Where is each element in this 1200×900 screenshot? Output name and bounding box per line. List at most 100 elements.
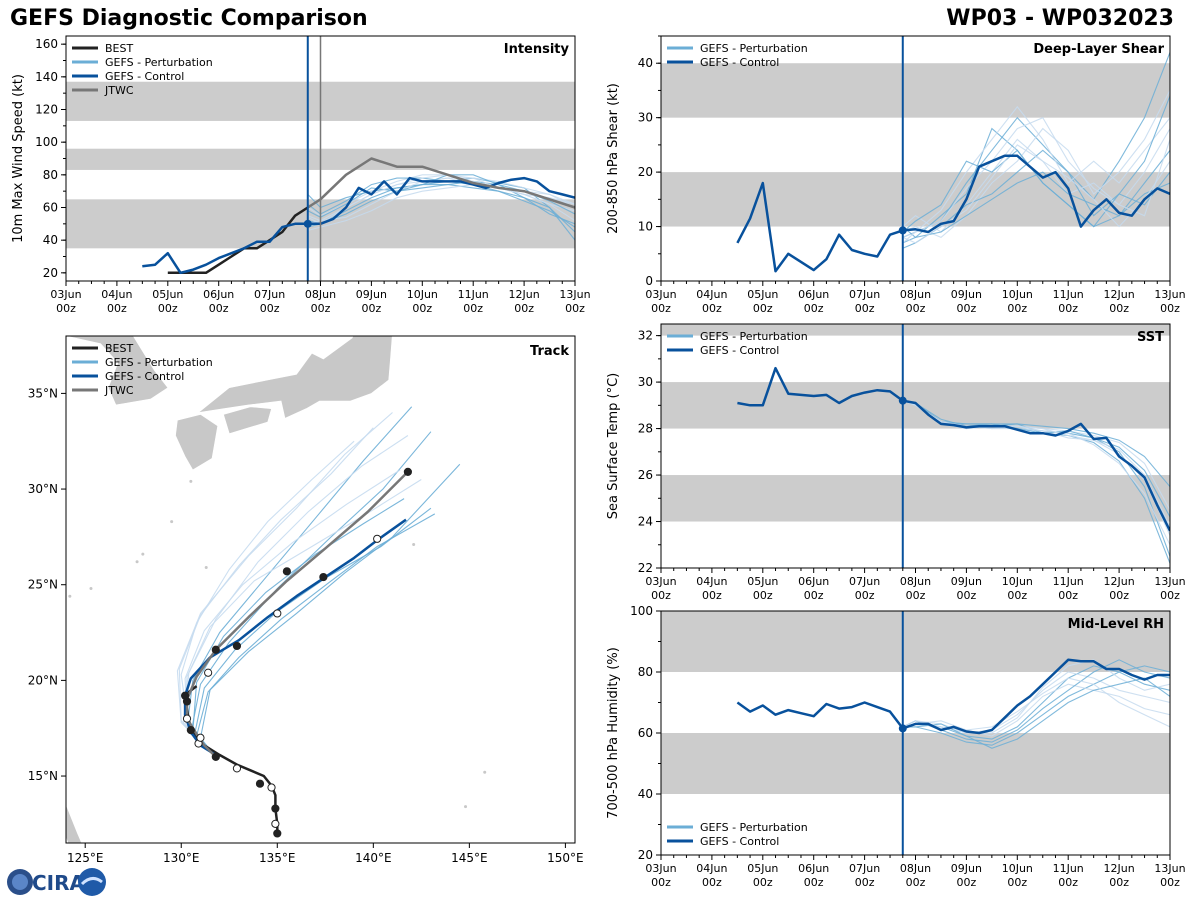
track-best-marker [267, 783, 276, 792]
track-island [483, 770, 487, 774]
shear-init-marker [898, 226, 907, 235]
track-land [197, 336, 393, 419]
sst-ytick-label: 28 [638, 422, 653, 436]
shear-legend-label: GEFS - Perturbation [700, 42, 808, 55]
track-title: Track [530, 344, 569, 359]
rh-init-marker [898, 724, 907, 733]
shear-plot-area [736, 52, 1170, 273]
rh-ytick-label: 80 [638, 665, 653, 679]
sst-ytick-label: 24 [638, 515, 653, 529]
intensity-xtick-label: 04Jun [101, 288, 132, 301]
rh-xtick-label: 03Jun [645, 862, 676, 875]
shear-series-gefs-control [736, 154, 1170, 273]
shear-ytick-label: 30 [638, 111, 653, 125]
rh-xtick-label-hour: 00z [957, 876, 977, 889]
shear-legend-label: GEFS - Control [700, 56, 779, 69]
intensity-perturbation-line [307, 184, 575, 231]
track-control-marker [373, 534, 382, 543]
sst-init-marker [898, 396, 907, 405]
intensity-xtick-label-hour: 00z [260, 302, 280, 315]
intensity-init-marker [303, 219, 312, 228]
shear-xtick-label-hour: 00z [906, 302, 926, 315]
intensity-xtick-label-hour: 00z [362, 302, 382, 315]
intensity-legend-label: GEFS - Perturbation [105, 56, 213, 69]
shear-ylabel: 200-850 hPa Shear (kt) [606, 83, 621, 234]
sst-xtick-label: 06Jun [798, 575, 829, 588]
track-xtick-label: 125°E [67, 851, 104, 865]
rh-ytick-label: 60 [638, 726, 653, 740]
sst-xtick-label-hour: 00z [957, 589, 977, 602]
intensity-ytick-label: 20 [43, 266, 58, 280]
track-perturbation-line [178, 427, 374, 758]
sst-xtick-label-hour: 00z [906, 589, 926, 602]
shear-xtick-label-hour: 00z [1160, 302, 1180, 315]
shear-xtick-label: 10Jun [1002, 288, 1033, 301]
track-island [89, 587, 93, 591]
sst-xtick-label: 04Jun [696, 575, 727, 588]
track-jtwc-marker [403, 467, 412, 476]
track-xtick-label: 130°E [163, 851, 200, 865]
intensity-series-jtwc [307, 157, 575, 209]
shear-xtick-label: 07Jun [849, 288, 880, 301]
track-legend-label: GEFS - Perturbation [105, 356, 213, 369]
track-legend-label: JTWC [104, 384, 134, 397]
rh-ytick-label: 40 [638, 787, 653, 801]
intensity-xtick-label-hour: 00z [514, 302, 534, 315]
rh-xtick-label-hour: 00z [753, 876, 773, 889]
track-xtick-label: 140°E [355, 851, 392, 865]
sst-xtick-label: 12Jun [1104, 575, 1135, 588]
track-perturbation-line [195, 513, 436, 758]
intensity-xtick-label: 10Jun [407, 288, 438, 301]
intensity-ytick-label: 80 [43, 168, 58, 182]
intensity-legend-label: BEST [105, 42, 133, 55]
rh-ytick-label: 100 [630, 604, 653, 618]
sst-xtick-label-hour: 00z [651, 589, 671, 602]
sst-ytick-label: 22 [638, 561, 653, 575]
intensity-xtick-label-hour: 00z [56, 302, 76, 315]
sst-title: SST [1137, 330, 1164, 345]
shear-perturbation-line [902, 90, 1170, 239]
rh-xtick-label-hour: 00z [906, 876, 926, 889]
rh-series-gefs-control [736, 658, 1170, 735]
shear-ytick-label: 40 [638, 56, 653, 70]
rh-chart: 2040608010003Jun00z04Jun00z05Jun00z06Jun… [606, 604, 1186, 889]
track-legend-label: BEST [105, 342, 133, 355]
track-land [66, 336, 169, 406]
intensity-xtick-label: 12Jun [509, 288, 540, 301]
shear-xtick-label: 09Jun [951, 288, 982, 301]
rh-xtick-label-hour: 00z [651, 876, 671, 889]
sst-xtick-label-hour: 00z [702, 589, 722, 602]
intensity-xtick-label: 05Jun [152, 288, 183, 301]
sst-band [661, 324, 1170, 336]
track-ytick-label: 35°N [28, 386, 58, 400]
sst-xtick-label-hour: 00z [753, 589, 773, 602]
rh-xtick-label-hour: 00z [855, 876, 875, 889]
sst-xtick-label-hour: 00z [1007, 589, 1027, 602]
sst-band [661, 475, 1170, 522]
shear-band [661, 172, 1170, 227]
rh-xtick-label: 11Jun [1053, 862, 1084, 875]
track-island [204, 565, 208, 569]
track-plot-area [66, 336, 487, 843]
track-best-marker [196, 733, 205, 742]
track-best-marker [255, 779, 265, 788]
shear-xtick-label-hour: 00z [1109, 302, 1129, 315]
shear-xtick-label-hour: 00z [753, 302, 773, 315]
intensity-ytick-label: 100 [35, 135, 58, 149]
sst-ylabel: Sea Surface Temp (°C) [606, 373, 621, 520]
track-best-marker [232, 764, 242, 773]
rh-band [661, 733, 1170, 794]
page-title: GEFS Diagnostic Comparison [10, 6, 368, 31]
intensity-perturbation-line [307, 180, 575, 228]
storm-id-title: WP03 - WP032023 [946, 6, 1174, 31]
track-chart: 125°E 130°E 135°E 140°E 145°E 150°E 15°N 20°N 25… [28, 335, 584, 865]
track-perturbation-line [186, 406, 413, 758]
rh-xtick-label-hour: 00z [1058, 876, 1078, 889]
shear-xtick-label-hour: 00z [1058, 302, 1078, 315]
intensity-xtick-label: 07Jun [254, 288, 285, 301]
track-control-marker [204, 668, 213, 677]
shear-xtick-label-hour: 00z [651, 302, 671, 315]
sst-legend-label: GEFS - Perturbation [700, 330, 808, 343]
sst-xtick-label-hour: 00z [855, 589, 875, 602]
cira-logo: CIRA [7, 868, 106, 896]
